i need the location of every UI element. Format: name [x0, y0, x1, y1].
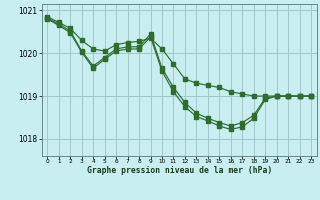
- X-axis label: Graphe pression niveau de la mer (hPa): Graphe pression niveau de la mer (hPa): [87, 166, 272, 175]
